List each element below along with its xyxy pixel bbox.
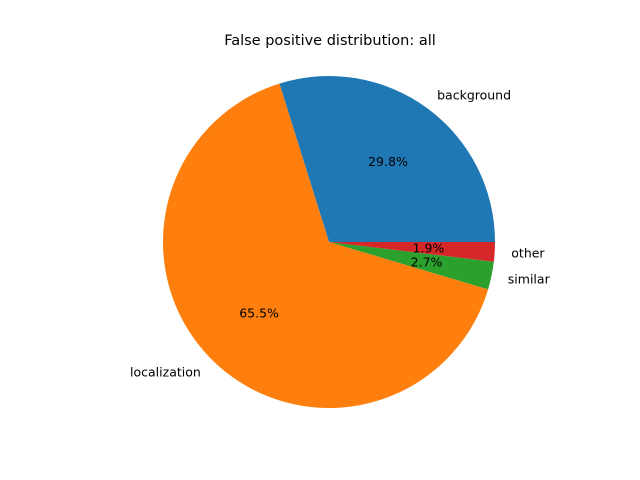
pie-slice-similar bbox=[329, 242, 494, 290]
chart-title: False positive distribution: all bbox=[224, 33, 436, 49]
pie-category-label-similar: similar bbox=[508, 272, 551, 287]
pie-slice-localization bbox=[162, 83, 489, 409]
pie-pct-label-background: 29.8% bbox=[368, 154, 408, 169]
pie-category-label-other: other bbox=[511, 245, 545, 260]
pie-pct-label-localization: 65.5% bbox=[239, 305, 279, 320]
pie-slice-other bbox=[329, 242, 495, 262]
pie-slice-background bbox=[279, 76, 495, 243]
pie-pct-label-similar: 2.7% bbox=[411, 255, 443, 270]
pie-pct-label-other: 1.9% bbox=[413, 240, 445, 255]
pie-category-label-background: background bbox=[437, 87, 511, 102]
pie-category-label-localization: localization bbox=[130, 365, 201, 380]
